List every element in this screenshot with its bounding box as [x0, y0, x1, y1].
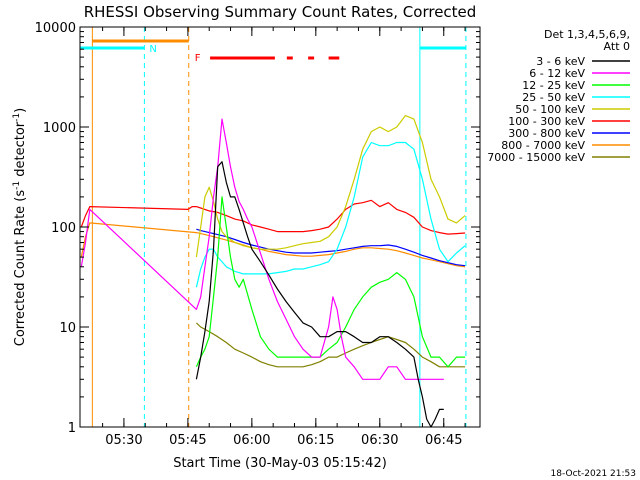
series-line-3-6-kev [195, 161, 444, 428]
series-line-6-12-kev [80, 118, 444, 380]
x-tick-label: 06:45 [425, 433, 462, 448]
footer-timestamp: 18-Oct-2021 21:53 [551, 469, 636, 479]
y-axis-label-part1: Corrected Count Rate (s [13, 190, 28, 347]
y-axis-label: Corrected Count Rate (s-1 detector-1) [12, 108, 28, 346]
x-axis: 05:30 05:45 06:00 06:15 06:30 06:45 [102, 27, 466, 448]
x-tick-label: 06:30 [361, 433, 398, 448]
y-tick-label: 1 [68, 421, 76, 436]
event-markers: NF [79, 27, 467, 427]
legend-label: 100 - 300 keV [508, 115, 585, 128]
legend-label: 300 - 800 keV [508, 127, 585, 140]
y-tick-label: 10000 [35, 21, 76, 36]
legend-label: 3 - 6 keV [536, 55, 585, 68]
legend-label: 25 - 50 keV [522, 91, 585, 104]
y-axis-label-sup2: -1 [12, 113, 22, 122]
x-axis-label: Start Time (30-May-03 05:15:42) [173, 456, 387, 471]
legend-header-line1: Det 1,3,4,5,6,9, [544, 28, 630, 41]
x-tick-label: 06:15 [297, 433, 334, 448]
y-axis-label-sup1: -1 [12, 181, 22, 190]
y-tick-label: 100 [51, 221, 76, 236]
flare-flag-label: F [195, 53, 201, 64]
y-tick-label: 1000 [43, 121, 76, 136]
legend-header-line2: Att 0 [604, 40, 630, 53]
night-flag-label: N [149, 44, 156, 55]
y-axis-label-part3: ) [13, 108, 28, 113]
legend-label: 7000 - 15000 keV [487, 151, 585, 164]
x-tick-label: 05:45 [169, 433, 206, 448]
series-group [80, 114, 466, 428]
series-line-12-25-kev [195, 196, 466, 368]
legend-label: 800 - 7000 keV [501, 139, 585, 152]
series-line-50-100-kev [195, 114, 466, 258]
series-line-800-7000-kev [80, 222, 466, 268]
legend-label: 50 - 100 keV [515, 103, 585, 116]
chart-title: RHESSI Observing Summary Count Rates, Co… [84, 3, 477, 21]
y-tick-label: 10 [59, 321, 76, 336]
x-tick-label: 06:00 [233, 433, 270, 448]
y-axis: 1 10 100 1000 10000 [35, 21, 480, 436]
series-line-300-800-kev [196, 228, 466, 267]
legend-label: 6 - 12 keV [529, 67, 585, 80]
x-tick-label: 05:30 [105, 433, 142, 448]
y-axis-label-part2: detector [13, 121, 28, 181]
series-line-7000-15000-kev [195, 322, 466, 368]
series-line-100-300-kev [80, 199, 466, 235]
legend-label: 12 - 25 keV [522, 79, 585, 92]
series-line-25-50-kev [195, 141, 466, 288]
